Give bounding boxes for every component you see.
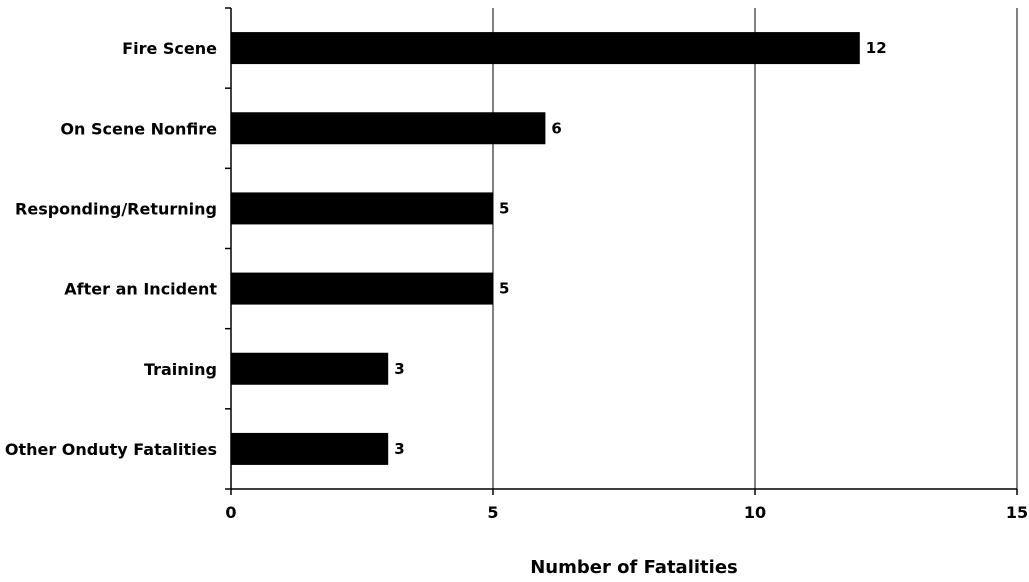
data-label: 6	[551, 119, 561, 137]
data-labels: 12 6 5 5 3 3	[394, 39, 886, 458]
data-label: 5	[499, 199, 509, 217]
bar-training	[231, 352, 389, 385]
bar-fire-scene	[231, 32, 860, 65]
x-tick-label: 0	[225, 503, 236, 522]
bars	[231, 32, 860, 465]
category-label: After an Incident	[64, 280, 217, 299]
bar-other-onduty-fatalities	[231, 432, 389, 465]
data-label: 12	[866, 39, 887, 57]
category-label: Responding/Returning	[15, 199, 217, 218]
gridlines	[225, 7, 1018, 495]
category-label: Other Onduty Fatalities	[5, 440, 217, 459]
category-label: Training	[144, 360, 217, 379]
bar-on-scene-nonfire	[231, 112, 546, 145]
x-tick-label: 5	[487, 503, 498, 522]
category-label: On Scene Nonfire	[60, 119, 217, 138]
category-label: Fire Scene	[122, 39, 217, 58]
x-tick-label: 10	[744, 503, 766, 522]
bar-responding-returning	[231, 192, 493, 225]
axes	[230, 8, 1017, 490]
data-label: 3	[394, 360, 404, 378]
x-tick-labels: 0 5 10 15	[225, 503, 1028, 522]
bar-after-an-incident	[231, 272, 493, 305]
data-label: 3	[394, 440, 404, 458]
x-tick-label: 15	[1006, 503, 1028, 522]
data-label: 5	[499, 280, 509, 298]
x-axis-title: Number of Fatalities	[530, 557, 738, 578]
category-labels: Fire Scene On Scene Nonfire Responding/Ret…	[5, 39, 218, 459]
